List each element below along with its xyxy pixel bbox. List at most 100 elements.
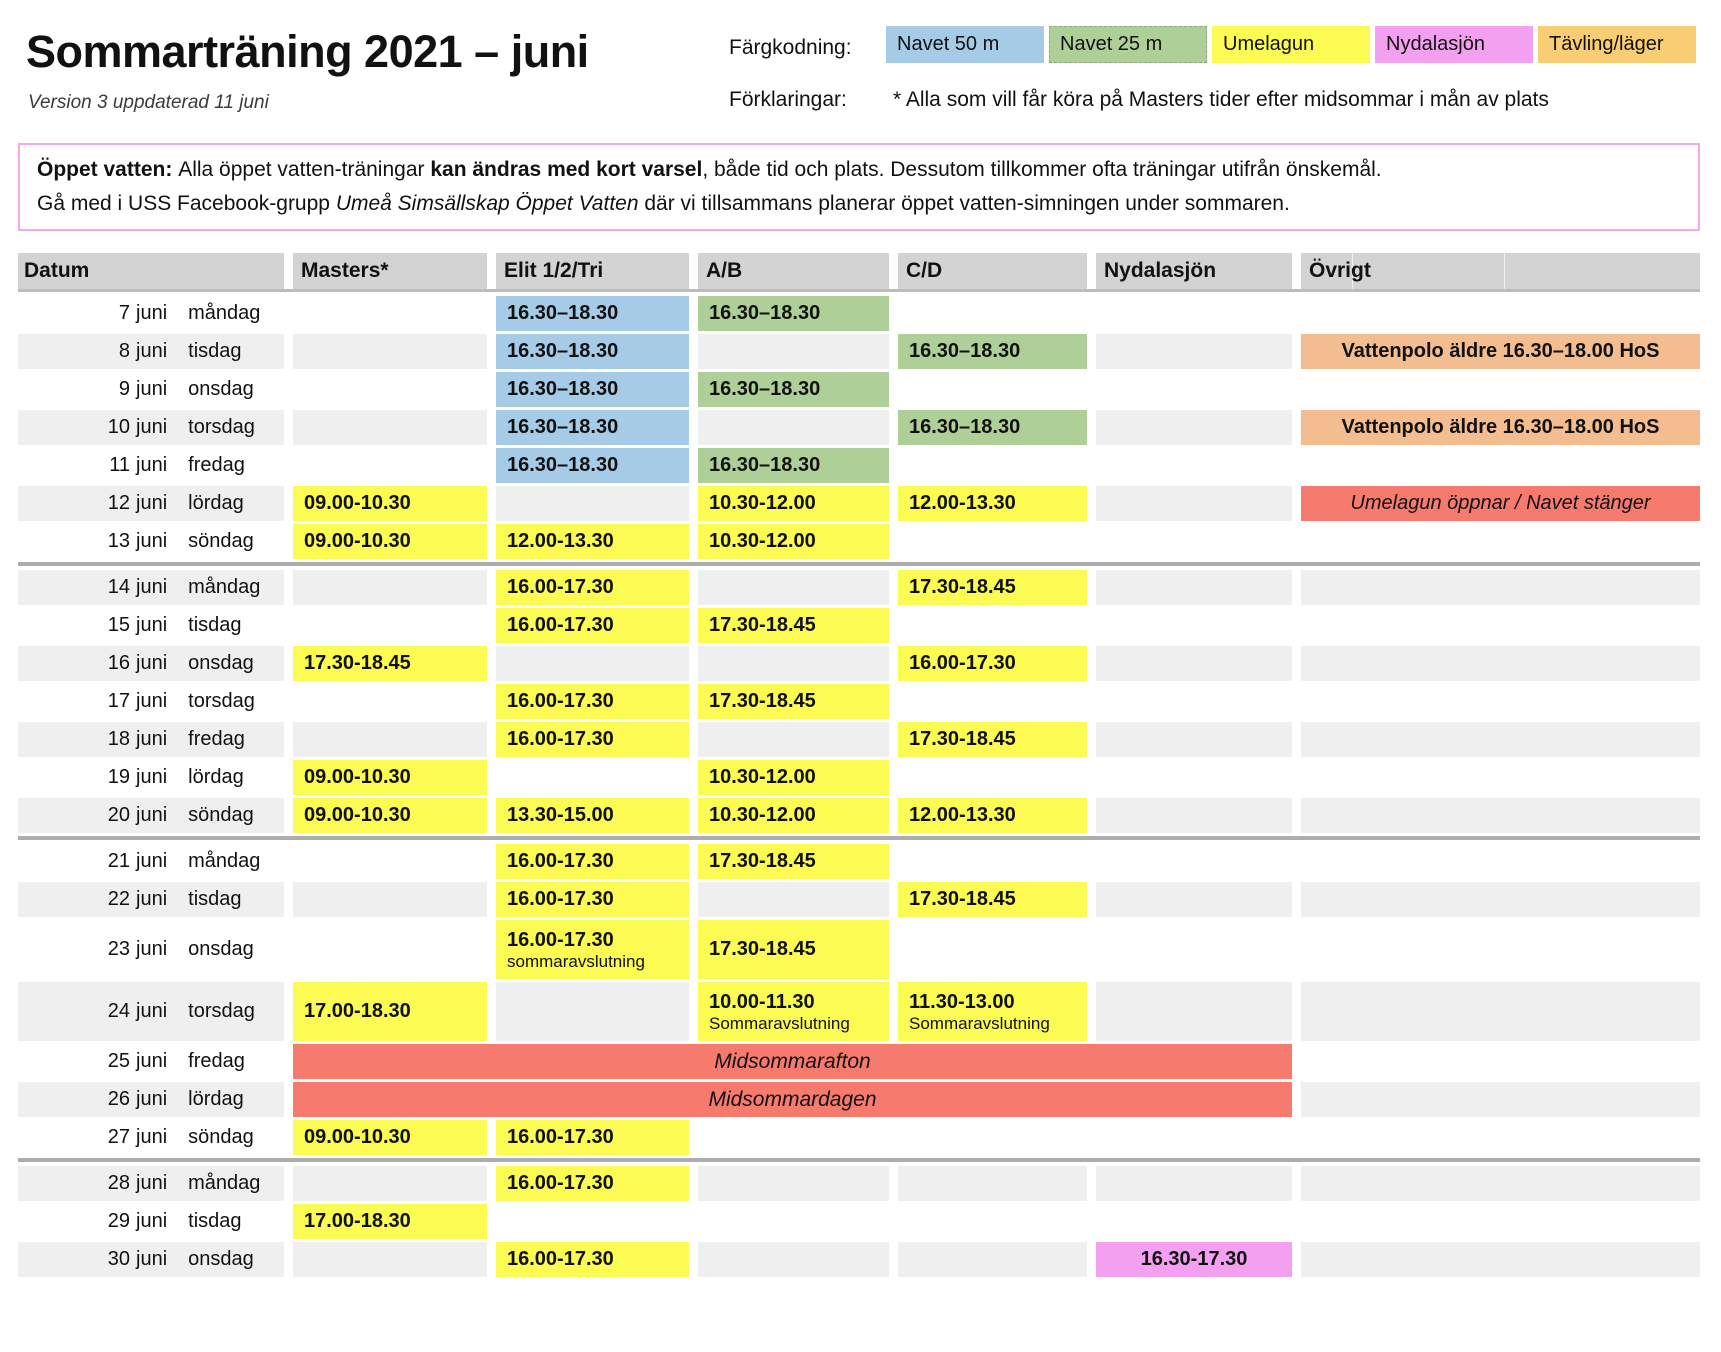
- table-row-10-juni: 10 juni torsdag 16.30–18.30 16.30–18.30 Vatte…: [18, 410, 1700, 445]
- schedule-cell-empty: [698, 1120, 889, 1155]
- date-text: juni: [136, 766, 168, 788]
- cell-text: Sommaravslutning: [909, 1013, 1050, 1033]
- cell-text: 11.30-13.00: [909, 990, 1015, 1013]
- schedule-cell-elit: 16.00-17.30: [496, 1242, 689, 1277]
- schedule-cell-empty: [698, 1166, 889, 1201]
- schedule-cell-empty: [698, 882, 889, 917]
- date-text: 10: [107, 416, 130, 438]
- legend-swatch-1: Navet 25 m: [1049, 26, 1207, 63]
- schedule-cell-masters: 09.00-10.30: [293, 760, 487, 795]
- date-text: 29: [107, 1210, 130, 1232]
- legend-items: Navet 50 m Navet 25 m Umelagun Nydalasjön Tä…: [886, 26, 1696, 63]
- schedule-cell-empty: [293, 882, 487, 917]
- table-header-row: Datum Masters* Elit 1/2/Tri A/B C/D Nydalasjö…: [18, 253, 1700, 292]
- date-cell: 20 juni söndag: [18, 798, 284, 833]
- schedule-cell-empty: [698, 334, 889, 369]
- date-text: juni: [136, 804, 168, 826]
- date-text: måndag: [188, 576, 261, 598]
- schedule-cell-elit: 16.00-17.30: [496, 844, 689, 879]
- table-row-11-juni: 11 juni fredag 16.30–18.30 16.30–18.30: [18, 448, 1700, 483]
- table-row-27-juni: 27 juni söndag 09.00-10.30 16.00-17.30: [18, 1120, 1700, 1155]
- table-row-7-juni: 7 juni måndag 16.30–18.30 16.30–18.30: [18, 296, 1700, 331]
- date-cell: 7 juni måndag: [18, 296, 284, 331]
- date-cell: 8 juni tisdag: [18, 334, 284, 369]
- table-row-20-juni: 20 juni söndag 09.00-10.30 13.30-15.00 10.30-…: [18, 798, 1700, 833]
- schedule-cell-ab: 16.30–18.30: [698, 296, 889, 331]
- date-text: 24: [107, 1000, 130, 1022]
- date-text: 18: [107, 728, 130, 750]
- schedule-cell-empty: [293, 296, 487, 331]
- table-row-14-juni: 14 juni måndag 16.00-17.30 17.30-18.45: [18, 570, 1700, 605]
- schedule-cell-empty: [496, 760, 689, 795]
- date-text: juni: [136, 340, 168, 362]
- schedule-cell-empty: [1096, 684, 1292, 719]
- date-text: 28: [107, 1172, 130, 1194]
- schedule-cell-cd: 17.30-18.45: [898, 882, 1087, 917]
- date-text: juni: [136, 1248, 168, 1270]
- schedule-cell-empty: [1301, 524, 1700, 559]
- schedule-cell-empty: [1301, 1120, 1700, 1155]
- schedule-cell-empty: [1301, 882, 1700, 917]
- legend-swatch-2: Umelagun: [1212, 26, 1370, 63]
- schedule-cell-empty: [293, 722, 487, 757]
- table-row-30-juni: 30 juni onsdag 16.00-17.30 16.30-17.30: [18, 1242, 1700, 1277]
- legend-swatch-4: Tävling/läger: [1538, 26, 1696, 63]
- schedule-cell-empty: [293, 1242, 487, 1277]
- date-text: måndag: [188, 302, 261, 324]
- schedule-cell-empty: [898, 372, 1087, 407]
- date-text: juni: [136, 1126, 168, 1148]
- schedule-cell-empty: [1301, 982, 1700, 1041]
- schedule-cell-empty: [1096, 844, 1292, 879]
- schedule-cell-ab: 17.30-18.45: [698, 608, 889, 643]
- schedule-cell-empty: [1301, 1044, 1700, 1079]
- date-text: juni: [136, 416, 168, 438]
- schedule-cell-elit: 16.30–18.30: [496, 296, 689, 331]
- schedule-cell-empty: [1301, 798, 1700, 833]
- date-text: juni: [136, 728, 168, 750]
- schedule-cell-masters: 09.00-10.30: [293, 1120, 487, 1155]
- date-cell: 22 juni tisdag: [18, 882, 284, 917]
- legend-swatch-3: Nydalasjön: [1375, 26, 1533, 63]
- schedule-cell-empty: [1301, 1166, 1700, 1201]
- schedule-cell-empty: [1301, 296, 1700, 331]
- date-cell: 28 juni måndag: [18, 1166, 284, 1201]
- schedule-cell-ab: 10.00-11.30 Sommaravslutning: [698, 982, 889, 1041]
- date-cell: 9 juni onsdag: [18, 372, 284, 407]
- date-cell: 14 juni måndag: [18, 570, 284, 605]
- schedule-cell-empty: [1096, 334, 1292, 369]
- date-text: juni: [136, 1172, 168, 1194]
- schedule-cell-masters: 09.00-10.30: [293, 798, 487, 833]
- schedule-cell-empty: [1096, 798, 1292, 833]
- schedule-cell-empty: [293, 448, 487, 483]
- explanations-label: Förklaringar:: [729, 88, 847, 111]
- schedule-cell-empty: [496, 646, 689, 681]
- schedule-cell-empty: [1096, 410, 1292, 445]
- schedule-cell-empty: [496, 982, 689, 1041]
- schedule-cell-empty: [1096, 608, 1292, 643]
- week-separator: [18, 1158, 1700, 1162]
- schedule-cell-elit: 16.00-17.30: [496, 570, 689, 605]
- schedule-cell-elit: 16.30–18.30: [496, 410, 689, 445]
- date-text: söndag: [188, 804, 254, 826]
- schedule-cell-masters: 17.00-18.30: [293, 1204, 487, 1239]
- date-text: 20: [107, 804, 130, 826]
- table-row-15-juni: 15 juni tisdag 16.00-17.30 17.30-18.45: [18, 608, 1700, 643]
- date-text: fredag: [188, 454, 245, 476]
- date-text: onsdag: [188, 378, 254, 400]
- schedule-cell-empty: [1301, 372, 1700, 407]
- schedule-cell-ab: 10.30-12.00: [698, 486, 889, 521]
- schedule-cell-empty: [1096, 486, 1292, 521]
- schedule-cell-empty: [496, 486, 689, 521]
- schedule-cell-empty: [293, 372, 487, 407]
- schedule-cell-empty: [1096, 524, 1292, 559]
- date-text: juni: [136, 614, 168, 636]
- legend-label: Färgkodning:: [729, 36, 852, 59]
- schedule-cell-ovrigt: Umelagun öppnar / Navet stänger: [1301, 486, 1700, 521]
- date-text: tisdag: [188, 1210, 242, 1232]
- date-text: 9: [118, 378, 130, 400]
- date-text: juni: [136, 938, 168, 960]
- schedule-cell-empty: [1096, 982, 1292, 1041]
- schedule-cell-empty: [1301, 844, 1700, 879]
- schedule-cell-empty: [1096, 722, 1292, 757]
